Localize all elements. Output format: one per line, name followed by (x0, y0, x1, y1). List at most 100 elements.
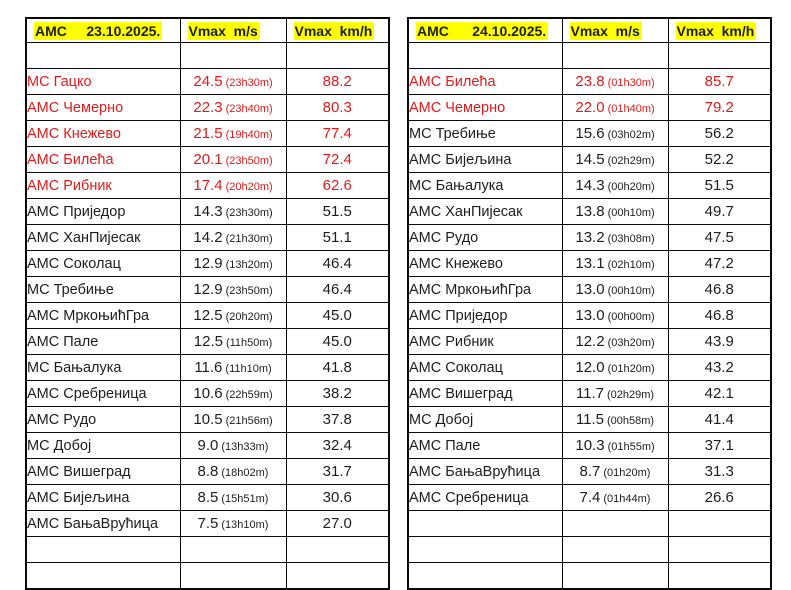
station-name-cell (407, 42, 563, 69)
station-name-cell: АМС Вишеград (25, 458, 181, 485)
vmax-ms-value: 21.5 (193, 125, 223, 142)
vmax-ms-cell: 13.1 (02h10m) (561, 250, 669, 277)
station-name-cell: АМС Соколац (25, 250, 181, 277)
vmax-ms-value: 24.5 (193, 73, 223, 90)
vmax-kmh-cell: 43.2 (667, 354, 772, 381)
station-name-cell: АМС Сребреница (407, 484, 563, 511)
vmax-kmh-cell: 51.5 (667, 172, 772, 199)
observation-time: (15h51m) (221, 493, 269, 505)
station-name-cell: МС Добој (25, 432, 181, 459)
station-row: АМС Соколац 12.9 (13h20m) 46.4 (25, 250, 390, 277)
vmax-ms-cell: 22.3 (23h40m) (179, 94, 287, 121)
station-row: АМС Рудо 13.2 (03h08m) 47.5 (407, 224, 772, 251)
station-row: МС Требиње 12.9 (23h50m) 46.4 (25, 276, 390, 303)
vmax-ms-cell: 14.3 (00h20m) (561, 172, 669, 199)
vmax-kmh-cell: 31.3 (667, 458, 772, 485)
station-name-cell: АМС Рибник (407, 328, 563, 355)
vmax-ms-value: 17.4 (193, 177, 223, 194)
vmax-ms-cell (179, 42, 287, 69)
vmax-ms-value: 7.4 (579, 489, 601, 506)
observation-time: (13h10m) (221, 519, 269, 531)
station-row: АМС Кнежево 13.1 (02h10m) 47.2 (407, 250, 772, 277)
observation-time: (23h40m) (225, 103, 273, 115)
empty-row (25, 562, 390, 590)
table-header-row: АМС 24.10.2025. Vmax m/s Vmax km/h (407, 17, 772, 43)
vmax-ms-cell: 13.0 (00h00m) (561, 302, 669, 329)
vmax-ms-cell: 15.6 (03h02m) (561, 120, 669, 147)
observation-time: (20h20m) (225, 311, 273, 323)
station-row: АМС Билећа 20.1 (23h50m) 72.4 (25, 146, 390, 173)
vmax-kmh-cell: 56.2 (667, 120, 772, 147)
vmax-kmh-cell: 26.6 (667, 484, 772, 511)
vmax-ms-cell: 11.7 (02h29m) (561, 380, 669, 407)
station-name-cell: АМС Билећа (25, 146, 181, 173)
vmax-ms-header: Vmax m/s (569, 21, 642, 40)
station-row: АМС Приједор 14.3 (23h30m) 51.5 (25, 198, 390, 225)
station-row: АМС МркоњићГра 13.0 (00h10m) 46.8 (407, 276, 772, 303)
station-name-cell: АМС Пале (25, 328, 181, 355)
station-row: АМС МркоњићГра 12.5 (20h20m) 45.0 (25, 302, 390, 329)
observation-time: (03h08m) (607, 233, 655, 245)
vmax-ms-cell (561, 510, 669, 537)
station-row: МС Добој 11.5 (00h58m) 41.4 (407, 406, 772, 433)
vmax-kmh-cell: 85.7 (667, 68, 772, 95)
station-name-cell: МС Бањалука (407, 172, 563, 199)
vmax-kmh-cell: 51.1 (285, 224, 390, 251)
vmax-ms-value: 14.5 (575, 151, 605, 168)
vmax-kmh-cell: 52.2 (667, 146, 772, 173)
observation-time: (22h59m) (225, 389, 273, 401)
vmax-kmh-cell: 30.6 (285, 484, 390, 511)
station-row: МС Гацко 24.5 (23h30m) 88.2 (25, 68, 390, 95)
observation-time: (13h33m) (221, 441, 269, 453)
station-row: АМС Соколац 12.0 (01h20m) 43.2 (407, 354, 772, 381)
vmax-ms-cell: 8.7 (01h20m) (561, 458, 669, 485)
observation-time: (01h20m) (607, 363, 655, 375)
station-name-cell: АМС Сребреница (25, 380, 181, 407)
vmax-kmh-cell: 31.7 (285, 458, 390, 485)
vmax-kmh-cell (667, 510, 772, 537)
observation-time: (20h20m) (225, 181, 273, 193)
vmax-ms-value: 12.0 (575, 359, 605, 376)
vmax-ms-cell: 14.5 (02h29m) (561, 146, 669, 173)
vmax-ms-cell (179, 562, 287, 590)
vmax-kmh-cell: 79.2 (667, 94, 772, 121)
vmax-ms-cell (179, 536, 287, 563)
vmax-ms-cell: 12.2 (03h20m) (561, 328, 669, 355)
empty-row (407, 42, 772, 69)
vmax-ms-value: 11.6 (194, 359, 223, 376)
vmax-ms-cell: 22.0 (01h40m) (561, 94, 669, 121)
vmax-ms-cell: 8.5 (15h51m) (179, 484, 287, 511)
wind-table-2025-10-24: АМС 24.10.2025. Vmax m/s Vmax km/h АМС Б… (407, 17, 772, 590)
vmax-kmh-header-cell: Vmax km/h (667, 17, 772, 43)
station-date-header-cell: АМС 24.10.2025. (407, 17, 563, 43)
station-name-cell (25, 42, 181, 69)
station-row: АМС Рудо 10.5 (21h56m) 37.8 (25, 406, 390, 433)
observation-time: (18h02m) (221, 467, 269, 479)
vmax-kmh-cell: 72.4 (285, 146, 390, 173)
observation-time: (19h40m) (225, 129, 273, 141)
station-name-cell (25, 562, 181, 590)
vmax-ms-value: 20.1 (193, 151, 223, 168)
vmax-kmh-cell (285, 562, 390, 590)
vmax-ms-cell: 10.6 (22h59m) (179, 380, 287, 407)
vmax-ms-value: 15.6 (575, 125, 605, 142)
vmax-ms-header-cell: Vmax m/s (561, 17, 669, 43)
vmax-ms-cell: 7.4 (01h44m) (561, 484, 669, 511)
vmax-ms-value: 11.5 (575, 411, 604, 428)
observation-time: (02h29m) (607, 155, 655, 167)
station-row: МС Бањалука 11.6 (11h10m) 41.8 (25, 354, 390, 381)
vmax-kmh-cell: 37.1 (667, 432, 772, 459)
vmax-kmh-cell (285, 42, 390, 69)
station-name-cell: АМС МркоњићГра (407, 276, 563, 303)
vmax-ms-cell: 12.0 (01h20m) (561, 354, 669, 381)
station-name-cell: АМС Рибник (25, 172, 181, 199)
vmax-ms-value: 8.7 (579, 463, 601, 480)
station-row: АМС Сребреница 7.4 (01h44m) 26.6 (407, 484, 772, 511)
station-name-cell: АМС ХанПијесак (25, 224, 181, 251)
station-name-cell: АМС БањаВрућица (407, 458, 563, 485)
station-name-cell: АМС Вишеград (407, 380, 563, 407)
observation-time: (01h30m) (607, 77, 655, 89)
vmax-ms-cell: 12.5 (11h50m) (179, 328, 287, 355)
station-name-cell: АМС Бијељина (407, 146, 563, 173)
observation-time: (23h50m) (225, 285, 273, 297)
